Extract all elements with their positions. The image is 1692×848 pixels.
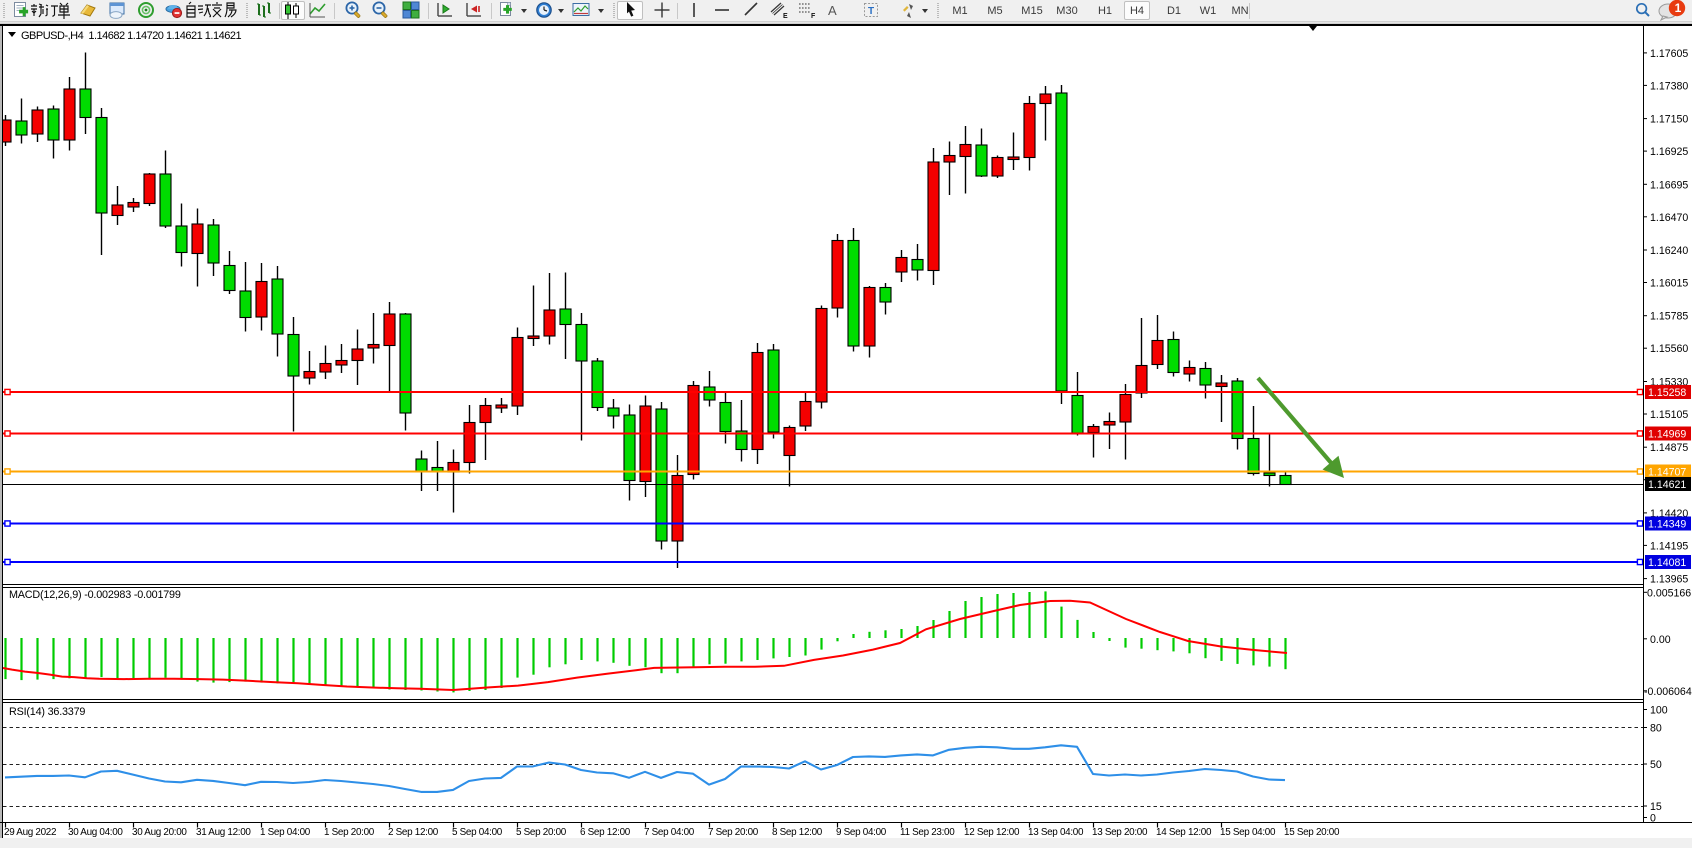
svg-text:0.005166: 0.005166 bbox=[1647, 587, 1691, 599]
svg-text:13 Sep 20:00: 13 Sep 20:00 bbox=[1092, 827, 1148, 838]
svg-text:12 Sep 12:00: 12 Sep 12:00 bbox=[964, 827, 1020, 838]
svg-text:15 Sep 20:00: 15 Sep 20:00 bbox=[1284, 827, 1340, 838]
svg-text:30 Aug 04:00: 30 Aug 04:00 bbox=[68, 827, 123, 838]
svg-text:1.16925: 1.16925 bbox=[1650, 146, 1688, 158]
svg-text:F: F bbox=[811, 13, 816, 20]
svg-text:9 Sep 04:00: 9 Sep 04:00 bbox=[836, 827, 887, 838]
svg-text:1.15560: 1.15560 bbox=[1650, 343, 1688, 355]
svg-text:MACD(12,26,9) -0.002983 -0.001: MACD(12,26,9) -0.002983 -0.001799 bbox=[9, 589, 181, 601]
svg-text:1.14081: 1.14081 bbox=[1648, 557, 1686, 569]
svg-text:1.14195: 1.14195 bbox=[1650, 540, 1688, 552]
svg-text:1.13965: 1.13965 bbox=[1650, 574, 1688, 586]
svg-text:-0.006064: -0.006064 bbox=[1644, 686, 1692, 698]
svg-text:1 Sep 20:00: 1 Sep 20:00 bbox=[324, 827, 375, 838]
svg-text:0: 0 bbox=[1650, 813, 1656, 825]
svg-text:T: T bbox=[868, 6, 874, 17]
svg-text:5 Sep 20:00: 5 Sep 20:00 bbox=[516, 827, 567, 838]
svg-text:1.14969: 1.14969 bbox=[1648, 429, 1686, 441]
svg-text:7 Sep 20:00: 7 Sep 20:00 bbox=[708, 827, 759, 838]
svg-text:6 Sep 12:00: 6 Sep 12:00 bbox=[580, 827, 631, 838]
svg-text:50: 50 bbox=[1650, 759, 1662, 771]
svg-text:1.15105: 1.15105 bbox=[1650, 409, 1688, 421]
svg-text:14 Sep 12:00: 14 Sep 12:00 bbox=[1156, 827, 1212, 838]
svg-text:1.14349: 1.14349 bbox=[1648, 519, 1686, 531]
svg-text:15: 15 bbox=[1650, 801, 1662, 813]
svg-text:13 Sep 04:00: 13 Sep 04:00 bbox=[1028, 827, 1084, 838]
svg-text:2 Sep 12:00: 2 Sep 12:00 bbox=[388, 827, 439, 838]
svg-text:1.16695: 1.16695 bbox=[1650, 179, 1688, 191]
svg-text:1.15258: 1.15258 bbox=[1648, 387, 1686, 399]
svg-text:7 Sep 04:00: 7 Sep 04:00 bbox=[644, 827, 695, 838]
svg-text:RSI(14) 36.3379: RSI(14) 36.3379 bbox=[9, 706, 85, 718]
svg-text:1 Sep 04:00: 1 Sep 04:00 bbox=[260, 827, 311, 838]
svg-text:15 Sep 04:00: 15 Sep 04:00 bbox=[1220, 827, 1276, 838]
svg-text:100: 100 bbox=[1650, 705, 1668, 717]
svg-text:5 Sep 04:00: 5 Sep 04:00 bbox=[452, 827, 503, 838]
svg-text:11 Sep 23:00: 11 Sep 23:00 bbox=[900, 827, 955, 838]
svg-text:8 Sep 12:00: 8 Sep 12:00 bbox=[772, 827, 823, 838]
svg-text:1.17605: 1.17605 bbox=[1650, 48, 1688, 60]
svg-text:1.17150: 1.17150 bbox=[1650, 114, 1688, 126]
svg-text:1.14875: 1.14875 bbox=[1650, 442, 1688, 454]
svg-text:29 Aug 2022: 29 Aug 2022 bbox=[4, 827, 56, 838]
svg-text:80: 80 bbox=[1650, 723, 1662, 735]
svg-text:0.00: 0.00 bbox=[1650, 634, 1671, 646]
svg-text:1.17380: 1.17380 bbox=[1650, 80, 1688, 92]
svg-text:1.14621: 1.14621 bbox=[1648, 479, 1686, 491]
svg-text:1: 1 bbox=[1675, 1, 1682, 15]
svg-text:1.15785: 1.15785 bbox=[1650, 311, 1688, 323]
svg-text:31 Aug 12:00: 31 Aug 12:00 bbox=[196, 827, 251, 838]
svg-text:GBPUSD-,H4 1.14682 1.14720 1.: GBPUSD-,H4 1.14682 1.14720 1.14621 1.146… bbox=[21, 30, 241, 42]
svg-text:1.14707: 1.14707 bbox=[1648, 467, 1686, 479]
svg-text:1.16240: 1.16240 bbox=[1650, 245, 1688, 257]
svg-text:E: E bbox=[783, 13, 788, 20]
svg-text:1.16015: 1.16015 bbox=[1650, 278, 1688, 290]
svg-text:1.16470: 1.16470 bbox=[1650, 212, 1688, 224]
svg-text:30 Aug 20:00: 30 Aug 20:00 bbox=[132, 827, 187, 838]
